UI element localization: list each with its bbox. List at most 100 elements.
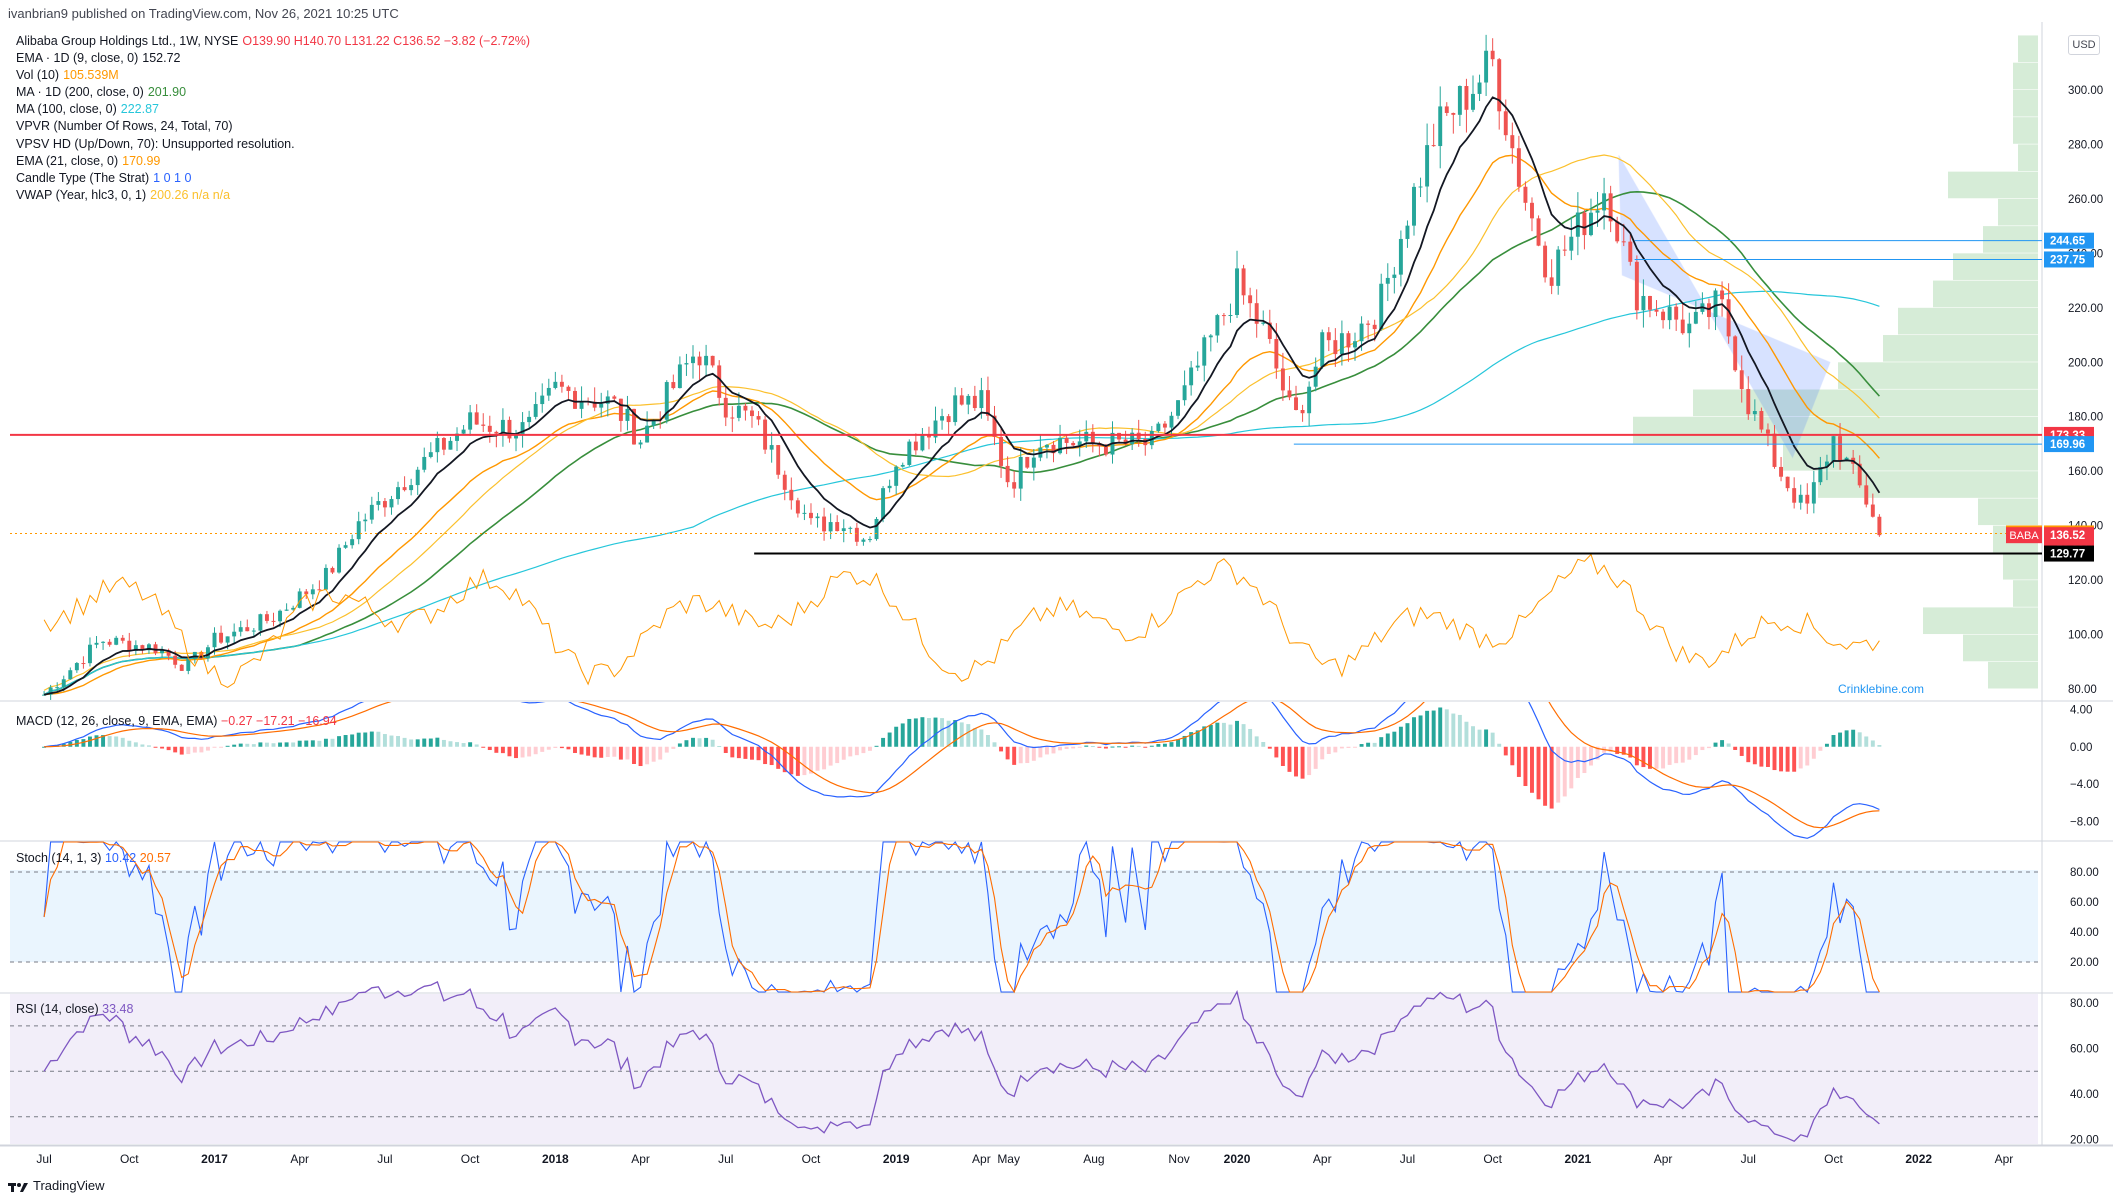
macd-histogram-bar	[736, 746, 741, 759]
candle	[494, 431, 499, 434]
candle	[1798, 494, 1803, 503]
macd-histogram-bar	[1608, 746, 1613, 752]
volume-profile-row	[1963, 634, 2038, 662]
candle	[920, 435, 925, 451]
macd-histogram-bar	[1634, 746, 1639, 766]
candle	[782, 474, 787, 490]
candle	[559, 381, 564, 387]
macd-histogram-bar	[1687, 746, 1692, 760]
legend-row-vpvr[interactable]: VPVR (Number Of Rows, 24, Total, 70)	[16, 119, 233, 134]
macd-histogram-bar	[1654, 746, 1659, 769]
macd-histogram-bar	[219, 746, 224, 748]
macd-histogram-bar	[841, 746, 846, 760]
rsi-legend[interactable]: RSI (14, close) 33.48	[16, 1002, 134, 1016]
macd-histogram-bar	[1221, 722, 1226, 747]
macd-histogram-bar	[894, 726, 899, 747]
macd-histogram-bar	[415, 739, 420, 747]
legend-row-candle-type[interactable]: Candle Type (The Strat) 1 0 1 0	[16, 170, 192, 185]
macd-histogram-bar	[1569, 746, 1574, 789]
candle	[717, 365, 722, 398]
macd-histogram-bar	[1110, 746, 1115, 748]
macd-histogram-bar	[959, 722, 964, 747]
stoch-legend[interactable]: Stoch (14, 1, 3) 10.42 20.57	[16, 851, 171, 865]
macd-legend[interactable]: MACD (12, 26, close, 9, EMA, EMA) −0.27 …	[16, 714, 337, 728]
candle	[1477, 82, 1482, 94]
macd-line	[44, 702, 1880, 839]
time-axis-label: Apr	[290, 1152, 309, 1166]
candle	[1025, 456, 1030, 468]
macd-histogram-bar	[1785, 746, 1790, 772]
volume-profile-row	[1998, 198, 2038, 226]
macd-histogram-bar	[1628, 746, 1633, 758]
candle	[1176, 400, 1180, 416]
macd-histogram-bar	[350, 734, 355, 747]
currency-button[interactable]: USD	[2068, 35, 2100, 55]
macd-histogram-bar	[1818, 746, 1823, 751]
legend-row-ema21[interactable]: EMA (21, close, 0) 170.99	[16, 153, 161, 168]
macd-histogram-bar	[500, 746, 505, 754]
candle	[612, 396, 617, 399]
macd-histogram-bar	[546, 746, 551, 750]
macd-histogram-bar	[1320, 746, 1325, 760]
macd-histogram-bar	[1215, 722, 1220, 747]
candle	[225, 636, 230, 643]
macd-histogram-bar	[1267, 746, 1272, 749]
candle	[1412, 186, 1416, 226]
candle	[1149, 431, 1154, 446]
candle	[1706, 303, 1711, 318]
candle	[868, 539, 872, 541]
legend-row-ma200[interactable]: MA · 1D (200, close, 0) 201.90	[16, 85, 187, 100]
candle	[769, 445, 774, 450]
candle	[894, 466, 899, 486]
candle	[599, 403, 604, 408]
candle	[291, 607, 296, 610]
candle	[1018, 456, 1023, 489]
candle	[1307, 386, 1312, 414]
macd-histogram-bar	[1162, 743, 1167, 747]
legend-row-vwap[interactable]: VWAP (Year, hlc3, 0, 1) 200.26 n/a n/a	[16, 187, 231, 202]
candle	[179, 664, 184, 671]
candle	[1615, 221, 1620, 242]
time-axis-label: 2022	[1905, 1152, 1932, 1166]
candle	[1556, 249, 1561, 286]
candle	[1228, 315, 1233, 317]
time-axis-label: Apr	[1654, 1152, 1673, 1166]
time-axis-label: Apr	[631, 1152, 650, 1166]
rsi-tick-label: 40.00	[2070, 1089, 2099, 1101]
legend-row-symbol[interactable]: Alibaba Group Holdings Ltd., 1W, NYSE O13…	[16, 34, 531, 48]
legend-row-ema9[interactable]: EMA · 1D (9, close, 0) 152.72	[16, 51, 181, 66]
candle	[441, 438, 446, 450]
ema21-line	[44, 154, 1880, 696]
volume-profile-row	[1923, 607, 2038, 635]
macd-histogram-bar	[474, 744, 479, 747]
candle	[81, 663, 86, 665]
candle	[278, 610, 283, 622]
legend-row-ma100[interactable]: MA (100, close, 0) 222.87	[16, 102, 159, 117]
candle	[926, 435, 931, 438]
macd-histogram-bar	[245, 743, 250, 747]
macd-histogram-bar	[1058, 746, 1063, 751]
candle	[1680, 319, 1685, 334]
macd-histogram-bar	[605, 746, 610, 757]
macd-histogram-bar	[1071, 746, 1076, 749]
macd-histogram-bar	[376, 731, 381, 747]
macd-histogram-bar	[1412, 717, 1416, 747]
candle	[74, 663, 79, 671]
candle	[1294, 397, 1298, 411]
candle	[1090, 431, 1095, 443]
candle	[907, 441, 912, 465]
candle	[1661, 311, 1666, 321]
macd-histogram-bar	[1339, 746, 1344, 749]
candle	[297, 591, 302, 608]
candle	[107, 641, 112, 645]
candle	[736, 405, 741, 418]
time-axis-label: Oct	[802, 1152, 821, 1166]
candle	[1824, 461, 1829, 468]
candle	[985, 390, 990, 416]
macd-histogram-bar	[809, 746, 813, 774]
macd-histogram-bar	[1451, 713, 1456, 747]
legend-row-vpsv[interactable]: VPSV HD (Up/Down, 70): Unsupported resol…	[16, 136, 295, 151]
macd-histogram-bar	[658, 746, 663, 760]
legend-row-volume[interactable]: Vol (10) 105.539M	[16, 68, 119, 83]
